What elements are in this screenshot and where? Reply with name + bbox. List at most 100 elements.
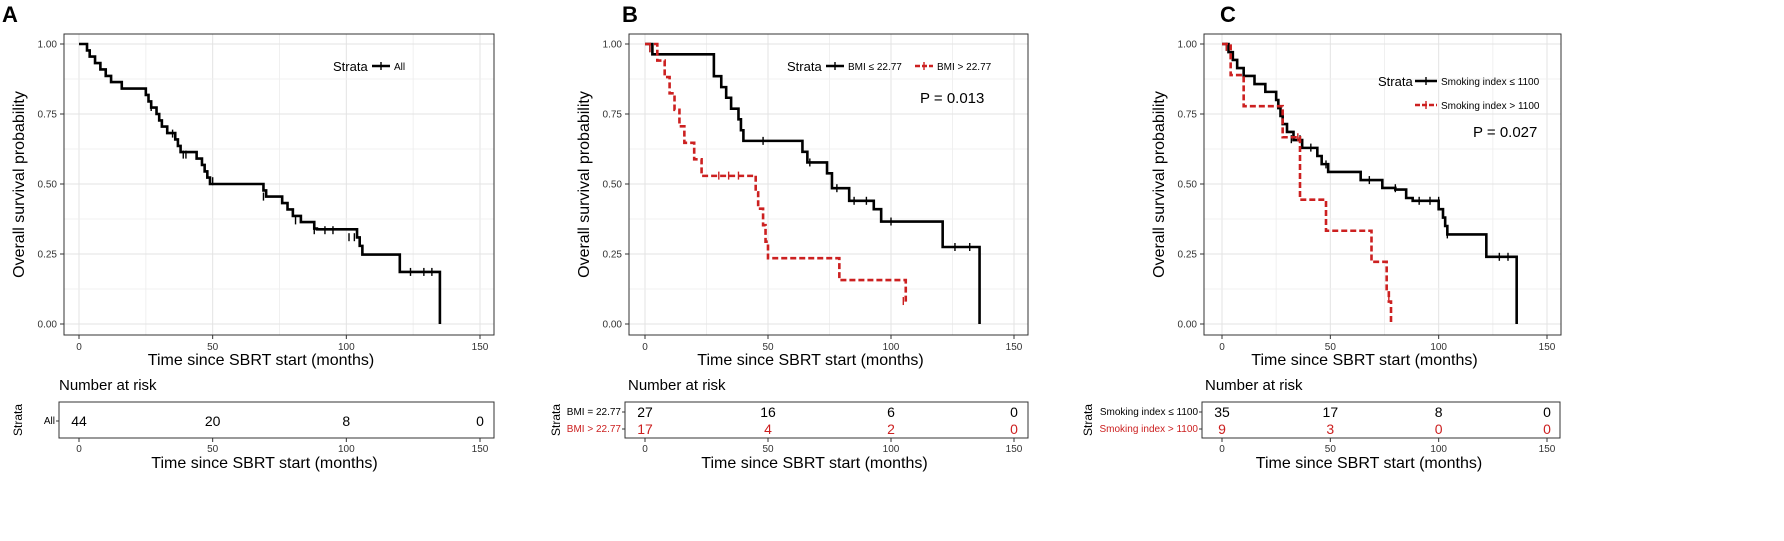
legend-label: BMI > 22.77 — [937, 62, 992, 73]
risk-count: 6 — [887, 404, 895, 420]
risk-count: 27 — [637, 404, 653, 420]
x-tick-label: 50 — [207, 342, 219, 353]
y-tick-label: 1.00 — [1178, 40, 1198, 51]
risk-row-label: All — [44, 416, 55, 427]
risk-table-frame — [1201, 401, 1561, 439]
x-tick-label: 100 — [1430, 342, 1447, 353]
risk-row-label: BMI = 22.77 — [567, 407, 622, 418]
risk-table-title: Number at risk — [628, 377, 726, 394]
risk-x-tick-label: 100 — [883, 444, 900, 455]
risk-table-frame — [624, 401, 1029, 439]
x-tick-label: 0 — [1219, 342, 1225, 353]
legend-title: Strata — [787, 59, 822, 74]
risk-count: 0 — [1010, 404, 1018, 420]
risk-table-title: Number at risk — [59, 377, 157, 394]
y-tick-label: 0.25 — [38, 250, 58, 261]
risk-count: 8 — [342, 413, 350, 429]
risk-count: 17 — [637, 421, 653, 437]
x-axis-label: Time since SBRT start (months) — [148, 352, 374, 369]
risk-x-tick-label: 150 — [472, 444, 489, 455]
y-tick-label: 1.00 — [38, 40, 58, 51]
risk-x-tick-label: 50 — [762, 444, 774, 455]
x-tick-label: 100 — [883, 342, 900, 353]
y-tick-label: 0.75 — [603, 110, 623, 121]
y-axis-label: Overall survival probability — [11, 91, 28, 278]
risk-count: 20 — [205, 413, 221, 429]
risk-row-label: Smoking index > 1100 — [1100, 424, 1199, 435]
y-tick-label: 0.00 — [38, 320, 58, 331]
y-tick-label: 0.00 — [603, 320, 623, 331]
y-tick-label: 0.75 — [1178, 110, 1198, 121]
risk-count: 16 — [760, 404, 776, 420]
x-tick-label: 0 — [642, 342, 648, 353]
p-value: P = 0.027 — [1473, 124, 1537, 141]
risk-x-axis-label: Time since SBRT start (months) — [701, 455, 927, 472]
risk-x-tick-label: 0 — [76, 444, 82, 455]
risk-x-tick-label: 0 — [1219, 444, 1225, 455]
risk-x-tick-label: 0 — [642, 444, 648, 455]
risk-count: 0 — [1010, 421, 1018, 437]
x-tick-label: 150 — [472, 342, 489, 353]
legend-title: Strata — [1378, 74, 1413, 89]
risk-x-axis-label: Time since SBRT start (months) — [151, 455, 377, 472]
risk-strata-label: Strata — [549, 404, 563, 436]
risk-table-frame — [58, 401, 495, 439]
y-tick-label: 0.50 — [38, 180, 58, 191]
risk-count: 2 — [887, 421, 895, 437]
y-tick-label: 0.25 — [1178, 250, 1198, 261]
survival-curve-group-1 — [79, 42, 442, 324]
legend-label: BMI ≤ 22.77 — [848, 62, 902, 73]
risk-count: 0 — [476, 413, 484, 429]
risk-count: 35 — [1214, 404, 1230, 420]
panel-a: A 0.00 0.25 0.50 0.75 1.00 0 50 100 150 Time since… — [2, 2, 495, 472]
risk-count: 8 — [1435, 404, 1443, 420]
risk-count: 17 — [1323, 404, 1339, 420]
risk-count: 3 — [1326, 421, 1334, 437]
x-tick-label: 150 — [1006, 342, 1023, 353]
x-axis-label: Time since SBRT start (months) — [697, 352, 923, 369]
panel-letter: B — [622, 2, 638, 27]
y-tick-label: 0.00 — [1178, 320, 1198, 331]
panel-c: C 0.00 0.25 0.50 0.75 1.00 0 50 100 150 Time since… — [1081, 2, 1562, 472]
y-tick-label: 0.75 — [38, 110, 58, 121]
x-tick-label: 0 — [76, 342, 82, 353]
risk-table-title: Number at risk — [1205, 377, 1303, 394]
legend-title: Strata — [333, 59, 368, 74]
y-tick-label: 1.00 — [603, 40, 623, 51]
legend-label: All — [394, 62, 405, 73]
risk-count: 9 — [1218, 421, 1226, 437]
y-tick-label: 0.50 — [603, 180, 623, 191]
x-tick-label: 50 — [762, 342, 774, 353]
risk-x-axis-label: Time since SBRT start (months) — [1256, 455, 1482, 472]
x-tick-label: 150 — [1539, 342, 1556, 353]
legend-label: Smoking index > 1100 — [1441, 101, 1540, 112]
panel-letter: A — [2, 2, 18, 27]
risk-count: 0 — [1543, 404, 1551, 420]
x-tick-label: 100 — [338, 342, 355, 353]
legend-label: Smoking index ≤ 1100 — [1441, 77, 1540, 88]
survival-curve-group-1 — [1222, 42, 1518, 324]
y-tick-label: 0.50 — [1178, 180, 1198, 191]
survival-curve-group-2 — [1222, 42, 1393, 324]
risk-x-tick-label: 100 — [1430, 444, 1447, 455]
risk-x-tick-label: 50 — [207, 444, 219, 455]
risk-strata-label: Strata — [11, 404, 25, 436]
risk-count: 44 — [71, 413, 87, 429]
y-axis-label: Overall survival probability — [1151, 91, 1168, 278]
survival-curve-group-1 — [645, 42, 981, 324]
risk-row-label: BMI > 22.77 — [567, 424, 622, 435]
y-tick-label: 0.25 — [603, 250, 623, 261]
risk-x-tick-label: 150 — [1539, 444, 1556, 455]
p-value: P = 0.013 — [920, 90, 984, 107]
risk-count: 4 — [764, 421, 772, 437]
x-tick-label: 50 — [1325, 342, 1337, 353]
panel-b: B 0.00 0.25 0.50 0.75 1.00 0 50 100 150 Time since… — [549, 2, 1029, 472]
y-axis-label: Overall survival probability — [576, 91, 593, 278]
risk-x-tick-label: 50 — [1325, 444, 1337, 455]
risk-x-tick-label: 100 — [338, 444, 355, 455]
survival-curve-group-2 — [645, 42, 908, 302]
risk-count: 0 — [1543, 421, 1551, 437]
panel-letter: C — [1220, 2, 1236, 27]
risk-x-tick-label: 150 — [1006, 444, 1023, 455]
